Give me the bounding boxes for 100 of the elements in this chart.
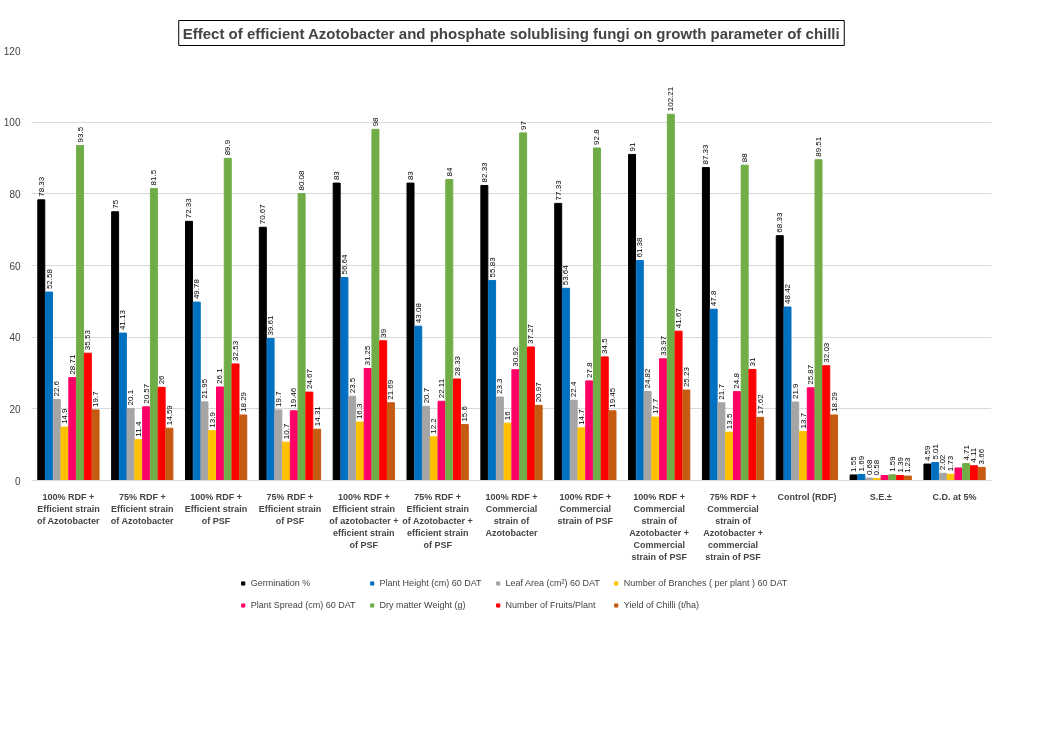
bar	[577, 427, 586, 481]
bar	[643, 391, 652, 481]
data-label: 4.59	[922, 444, 932, 462]
data-label: 20.57	[141, 383, 151, 404]
data-label: 17.62	[755, 393, 765, 415]
data-label: 32.53	[231, 340, 240, 361]
bar	[355, 421, 364, 481]
data-label: 35.53	[83, 329, 93, 351]
bar	[651, 416, 660, 481]
y-tick-label: 60	[9, 260, 21, 272]
data-label: 49.78	[192, 278, 202, 300]
data-label: 83	[332, 170, 342, 181]
bar	[775, 235, 784, 481]
data-label: 0.68	[864, 458, 874, 476]
bar	[561, 287, 570, 481]
bar	[386, 402, 395, 481]
x-tick-label: 100% RDF + Commercial strain of Azotobacter + Commercial strain of PSF	[629, 491, 690, 562]
bar	[258, 226, 267, 481]
bar	[701, 167, 710, 481]
data-label: 4.71	[961, 444, 971, 461]
bar	[682, 389, 691, 481]
bar	[149, 187, 158, 481]
bar	[52, 399, 61, 481]
chart-title: Effect of efficient Azotobacter and phosphate solublising fungi on growth parameter of chilli	[182, 24, 840, 42]
data-label: 4.11	[969, 447, 979, 463]
bar	[134, 439, 143, 481]
bar	[903, 475, 912, 481]
legend-label: Number of Fruits/Plant	[505, 600, 596, 610]
data-label: 3.66	[977, 448, 987, 465]
bar	[126, 407, 135, 481]
bar	[585, 380, 594, 481]
bar	[208, 430, 217, 481]
data-label: 2.02	[938, 454, 948, 471]
x-tick-label: 75% RDF + Efficient strain of Azotobacter	[110, 491, 174, 526]
data-label: 88	[740, 152, 750, 163]
data-label: 97	[518, 120, 528, 130]
bar	[830, 414, 839, 481]
bar	[822, 365, 831, 481]
y-tick-label: 20	[9, 403, 21, 415]
x-tick-label: 75% RDF + Efficient strain of PSF	[258, 491, 322, 526]
data-label: 0.58	[872, 459, 882, 476]
bar	[192, 301, 201, 481]
bar	[157, 386, 166, 481]
legend-label: Yield of Chilli (t/ha)	[623, 600, 700, 610]
bar	[896, 475, 905, 481]
data-label: 21.95	[199, 378, 209, 399]
x-tick-label: 100% RDF + Efficient strain of azotobacter + efficient strain of PSF	[329, 491, 399, 550]
bar	[748, 368, 757, 481]
data-label: 77.33	[553, 179, 563, 201]
data-label: 92.8	[592, 128, 602, 145]
data-label: 18.29	[829, 391, 839, 412]
bar	[931, 462, 940, 481]
bar	[849, 474, 858, 481]
bar	[600, 356, 609, 481]
data-label: 12.2	[429, 417, 439, 434]
data-label: 41.67	[674, 307, 684, 329]
bar	[783, 306, 792, 481]
data-label: 14.7	[576, 408, 586, 425]
bar	[977, 466, 986, 481]
x-tick-label: 75% RDF + Commercial strain of Azotobacter + commercial strain of PSF	[703, 491, 763, 562]
bar	[725, 431, 734, 481]
bar	[371, 128, 380, 481]
bar	[674, 330, 683, 481]
data-label: 39	[378, 328, 388, 338]
data-label: 61.38	[635, 236, 645, 258]
data-label: 30.92	[510, 346, 520, 367]
bar	[888, 474, 897, 481]
bar	[592, 147, 601, 481]
bar	[962, 463, 971, 481]
bar	[184, 220, 193, 481]
x-tick-label: 100% RDF + Commercial strain of PSF	[557, 491, 614, 526]
data-label: 23.3	[495, 377, 505, 395]
y-tick-label: 40	[9, 332, 21, 344]
legend-label: Dry matter Weight (g)	[379, 600, 466, 610]
bar	[554, 202, 563, 481]
data-label: 39.61	[266, 314, 276, 336]
bar	[118, 332, 127, 481]
bar	[740, 164, 749, 481]
bar	[282, 441, 291, 481]
bar	[880, 474, 889, 481]
bar	[60, 426, 69, 481]
data-label: 81.5	[149, 169, 159, 186]
bar	[666, 113, 675, 481]
data-label: 52.58	[44, 268, 54, 290]
data-label: 20.7	[421, 387, 431, 404]
data-label: 1.69	[856, 455, 866, 472]
bar	[709, 308, 718, 481]
bar	[239, 414, 248, 481]
data-label: 26	[157, 374, 167, 385]
bar	[659, 358, 668, 481]
data-label: 55.83	[487, 256, 497, 278]
bar	[635, 260, 644, 481]
bar	[756, 416, 765, 481]
data-label: 21.7	[716, 383, 726, 400]
bar	[313, 428, 322, 481]
legend-label: Plant Height (cm) 60 DAT	[379, 578, 482, 588]
data-label: 13.5	[724, 413, 734, 430]
data-label: 22.4	[569, 381, 579, 398]
data-label: 24.82	[643, 367, 653, 389]
bar	[954, 467, 963, 481]
